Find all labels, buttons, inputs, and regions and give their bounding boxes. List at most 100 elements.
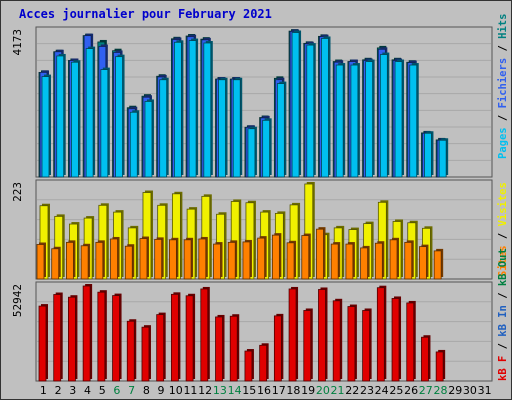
kbf-bar bbox=[229, 315, 238, 382]
sites-bar bbox=[242, 241, 251, 280]
pages-bar bbox=[232, 79, 241, 178]
legend-hits-fichiers-pages-part: Pages bbox=[497, 127, 509, 159]
x-tick-label: 12 bbox=[198, 384, 212, 397]
x-tick-label: 31 bbox=[478, 384, 492, 397]
legend-hits-fichiers-pages-part: Fichiers bbox=[497, 58, 509, 109]
kbf-bar bbox=[126, 320, 135, 382]
x-tick-label: 3 bbox=[69, 384, 76, 397]
kbf-bar bbox=[156, 314, 165, 382]
pages-bar bbox=[71, 61, 79, 178]
x-tick-label: 7 bbox=[128, 384, 135, 397]
pages-bar bbox=[276, 83, 285, 178]
kbf-bar bbox=[318, 289, 326, 382]
x-tick-label: 9 bbox=[158, 384, 165, 397]
kbf-bar bbox=[112, 295, 120, 382]
pages-bar bbox=[291, 32, 300, 178]
kbf-bar bbox=[215, 316, 223, 382]
pages-bar bbox=[218, 79, 226, 178]
pages-bar bbox=[56, 55, 65, 178]
sites-bar bbox=[316, 228, 324, 280]
sites-bar bbox=[271, 234, 280, 280]
legend-volume-part: kB In bbox=[497, 305, 509, 337]
pages-bar bbox=[379, 54, 388, 178]
x-tick-label: 25 bbox=[389, 384, 403, 397]
kbf-bar bbox=[68, 296, 76, 382]
legend-hits-fichiers-pages-part: Hits bbox=[497, 14, 509, 39]
x-tick-label: 24 bbox=[375, 384, 389, 397]
sites-bar bbox=[301, 235, 310, 280]
sites-bar bbox=[227, 241, 236, 280]
kbf-bar bbox=[406, 302, 415, 382]
pages-bar bbox=[365, 61, 374, 178]
x-tick-label: 16 bbox=[257, 384, 271, 397]
x-tick-label: 18 bbox=[286, 384, 300, 397]
sites-bar bbox=[110, 238, 118, 280]
kbf-bar bbox=[185, 295, 194, 382]
legend-hits-fichiers-pages-part: / bbox=[497, 39, 509, 58]
y-max-label: 4173 bbox=[11, 29, 24, 56]
x-tick-label: 15 bbox=[242, 384, 256, 397]
kbf-bar bbox=[200, 288, 209, 382]
kbf-bar bbox=[435, 351, 444, 382]
sites-bar bbox=[154, 238, 163, 280]
kbf-bar bbox=[303, 310, 312, 382]
pages-bar bbox=[144, 101, 153, 178]
x-tick-label: 11 bbox=[183, 384, 197, 397]
legend-volume-part: / bbox=[497, 337, 509, 356]
kbf-bar bbox=[273, 315, 282, 382]
pages-bar bbox=[394, 61, 403, 178]
x-tick-label: 29 bbox=[448, 384, 462, 397]
legend-volume-part: / bbox=[497, 286, 509, 305]
sites-bar bbox=[360, 247, 369, 280]
x-tick-label: 13 bbox=[213, 384, 227, 397]
pages-bar bbox=[350, 64, 359, 178]
x-tick-label: 30 bbox=[463, 384, 477, 397]
sites-bar bbox=[257, 237, 266, 280]
kbf-bar bbox=[347, 306, 356, 382]
x-tick-label: 4 bbox=[84, 384, 91, 397]
kbf-bar bbox=[244, 350, 253, 382]
kbf-bar bbox=[376, 287, 385, 382]
pages-bar bbox=[85, 48, 94, 178]
x-tick-label: 28 bbox=[434, 384, 448, 397]
sites-bar bbox=[51, 248, 60, 280]
sites-bar bbox=[124, 245, 133, 280]
pages-bar bbox=[159, 79, 168, 178]
legend-hits-fichiers-pages-part: / bbox=[497, 108, 509, 127]
pages-bar bbox=[188, 40, 197, 178]
x-tick-label: 10 bbox=[169, 384, 183, 397]
x-tick-label: 8 bbox=[143, 384, 150, 397]
legend-volume: kB F / kB In / kB Out bbox=[497, 248, 509, 381]
sites-bar bbox=[139, 238, 148, 280]
sites-bar bbox=[374, 242, 383, 280]
pages-bar bbox=[247, 128, 256, 178]
x-tick-label: 5 bbox=[99, 384, 106, 397]
kbf-bar bbox=[170, 293, 179, 382]
pages-bar bbox=[115, 56, 123, 178]
kbf-bar bbox=[288, 288, 297, 382]
sites-bar bbox=[389, 239, 398, 280]
sites-bar bbox=[168, 239, 177, 280]
x-tick-label: 22 bbox=[345, 384, 359, 397]
kbf-bar bbox=[391, 298, 400, 382]
kbf-bar bbox=[38, 305, 47, 382]
x-tick-label: 20 bbox=[316, 384, 330, 397]
kbf-bar bbox=[421, 336, 429, 382]
pages-bar bbox=[129, 111, 138, 178]
sites-bar bbox=[36, 244, 45, 280]
sites-bar bbox=[404, 241, 413, 280]
chart-title: Acces journalier pour February 2021 bbox=[19, 7, 272, 21]
sites-bar bbox=[213, 243, 221, 280]
x-tick-label: 23 bbox=[360, 384, 374, 397]
kbf-bar bbox=[141, 326, 150, 382]
x-tick-label: 21 bbox=[331, 384, 345, 397]
x-tick-label: 6 bbox=[113, 384, 120, 397]
x-tick-label: 14 bbox=[228, 384, 242, 397]
pages-bar bbox=[173, 41, 182, 178]
pages-bar bbox=[438, 139, 447, 178]
sites-bar bbox=[95, 241, 104, 280]
pages-bar bbox=[41, 76, 50, 178]
x-tick-label: 27 bbox=[419, 384, 433, 397]
